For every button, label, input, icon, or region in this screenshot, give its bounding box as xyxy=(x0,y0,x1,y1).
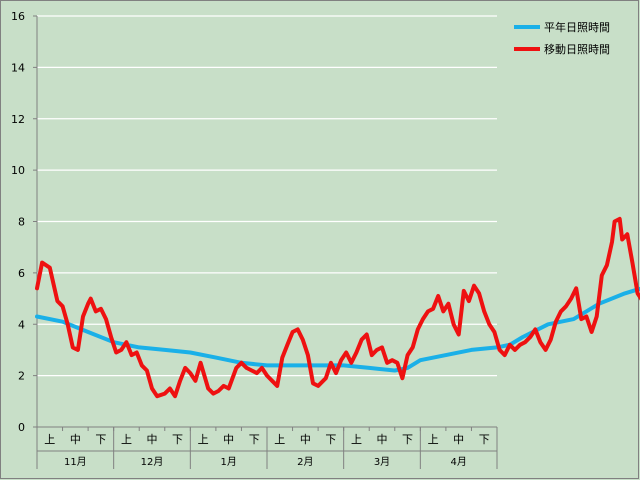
x-period-label: 下 xyxy=(172,433,183,446)
x-period-label: 中 xyxy=(377,433,388,446)
y-tick-label: 10 xyxy=(11,164,25,177)
y-tick-label: 4 xyxy=(18,318,25,331)
axes: 0246810121416上中下11月上中下12月上中下1月上中下2月上中下3月… xyxy=(11,10,498,469)
x-period-label: 下 xyxy=(249,433,260,446)
x-period-label: 上 xyxy=(351,433,362,446)
series-line-1 xyxy=(35,216,640,399)
x-period-label: 中 xyxy=(300,433,311,446)
x-month-label: 4月 xyxy=(450,456,466,468)
x-month-label: 11月 xyxy=(64,456,87,468)
x-period-label: 中 xyxy=(223,433,234,446)
x-period-label: 下 xyxy=(402,433,413,446)
y-tick-label: 12 xyxy=(11,113,25,126)
x-month-label: 12月 xyxy=(141,456,164,468)
x-period-label: 下 xyxy=(95,433,106,446)
x-period-label: 下 xyxy=(325,433,336,446)
x-period-label: 下 xyxy=(479,433,490,446)
x-month-label: 1月 xyxy=(220,456,236,468)
x-period-label: 上 xyxy=(198,433,209,446)
y-tick-label: 6 xyxy=(18,267,25,280)
x-month-label: 3月 xyxy=(374,456,390,468)
x-month-label: 2月 xyxy=(297,456,313,468)
x-period-label: 上 xyxy=(428,433,439,446)
y-tick-label: 8 xyxy=(18,216,25,229)
legend-label-1: 移動日照時間 xyxy=(544,42,610,56)
y-tick-label: 14 xyxy=(11,61,25,74)
y-tick-label: 16 xyxy=(11,10,25,23)
legend-label-0: 平年日照時間 xyxy=(544,20,610,34)
x-period-label: 上 xyxy=(121,433,132,446)
x-period-label: 中 xyxy=(147,433,158,446)
x-period-label: 上 xyxy=(274,433,285,446)
y-tick-label: 0 xyxy=(18,421,25,434)
series-lines xyxy=(35,216,640,399)
x-period-label: 中 xyxy=(70,433,81,446)
x-period-label: 中 xyxy=(453,433,464,446)
x-period-label: 上 xyxy=(44,433,55,446)
series-line-0 xyxy=(35,286,640,373)
y-tick-label: 2 xyxy=(18,370,25,383)
